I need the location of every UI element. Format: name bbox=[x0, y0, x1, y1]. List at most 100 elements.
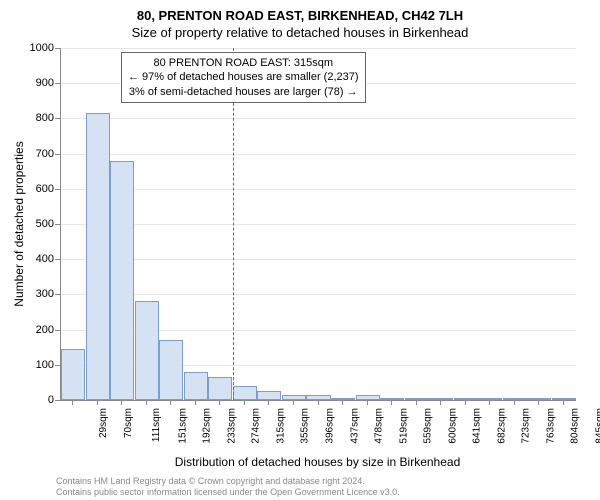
x-tick-mark bbox=[342, 400, 343, 405]
y-tick-label: 100 bbox=[14, 359, 54, 371]
x-tick-mark bbox=[268, 400, 269, 405]
histogram-bar bbox=[184, 372, 208, 400]
x-tick-mark bbox=[416, 400, 417, 405]
x-tick-label: 233sqm bbox=[226, 408, 237, 444]
y-tick-mark bbox=[55, 365, 60, 366]
x-tick-mark bbox=[440, 400, 441, 405]
x-tick-label: 396sqm bbox=[325, 408, 336, 444]
x-tick-label: 70sqm bbox=[123, 408, 134, 438]
y-tick-mark bbox=[55, 189, 60, 190]
y-tick-mark bbox=[55, 259, 60, 260]
x-tick-mark bbox=[563, 400, 564, 405]
x-tick-label: 641sqm bbox=[472, 408, 483, 444]
x-tick-label: 559sqm bbox=[423, 408, 434, 444]
histogram-bar bbox=[429, 398, 453, 400]
x-tick-label: 763sqm bbox=[545, 408, 556, 444]
gridline-h bbox=[61, 48, 576, 49]
histogram-bar bbox=[257, 391, 281, 400]
y-tick-mark bbox=[55, 224, 60, 225]
chart-title-sub: Size of property relative to detached ho… bbox=[0, 23, 600, 40]
histogram-bar bbox=[110, 161, 134, 400]
histogram-bar bbox=[61, 349, 85, 400]
y-tick-label: 1000 bbox=[14, 42, 54, 54]
y-tick-label: 200 bbox=[14, 324, 54, 336]
x-tick-mark bbox=[293, 400, 294, 405]
footer-line2: Contains public sector information licen… bbox=[56, 487, 400, 498]
gridline-h bbox=[61, 294, 576, 295]
histogram-bar bbox=[233, 386, 257, 400]
x-tick-mark bbox=[244, 400, 245, 405]
histogram-bar bbox=[208, 377, 232, 400]
footer-attribution: Contains HM Land Registry data © Crown c… bbox=[56, 476, 400, 498]
histogram-bar bbox=[380, 398, 404, 400]
x-tick-mark bbox=[538, 400, 539, 405]
y-tick-label: 600 bbox=[14, 183, 54, 195]
x-tick-mark bbox=[219, 400, 220, 405]
y-tick-label: 400 bbox=[14, 253, 54, 265]
gridline-h bbox=[61, 224, 576, 225]
chart-container: 80, PRENTON ROAD EAST, BIRKENHEAD, CH42 … bbox=[0, 0, 600, 500]
x-tick-mark bbox=[489, 400, 490, 405]
x-tick-mark bbox=[170, 400, 171, 405]
gridline-h bbox=[61, 259, 576, 260]
x-tick-mark bbox=[72, 400, 73, 405]
x-tick-mark bbox=[391, 400, 392, 405]
y-tick-mark bbox=[55, 294, 60, 295]
x-tick-label: 192sqm bbox=[202, 408, 213, 444]
y-tick-mark bbox=[55, 118, 60, 119]
x-tick-label: 845sqm bbox=[594, 408, 600, 444]
x-tick-mark bbox=[121, 400, 122, 405]
histogram-bar bbox=[282, 395, 306, 400]
x-tick-label: 111sqm bbox=[151, 408, 162, 442]
x-tick-label: 355sqm bbox=[300, 408, 311, 444]
x-tick-label: 600sqm bbox=[447, 408, 458, 444]
y-tick-label: 800 bbox=[14, 112, 54, 124]
x-tick-mark bbox=[318, 400, 319, 405]
x-tick-label: 723sqm bbox=[521, 408, 532, 444]
y-tick-label: 500 bbox=[14, 218, 54, 230]
footer-line1: Contains HM Land Registry data © Crown c… bbox=[56, 476, 400, 487]
x-tick-label: 151sqm bbox=[177, 408, 188, 444]
y-tick-mark bbox=[55, 330, 60, 331]
histogram-bar bbox=[503, 398, 527, 400]
x-tick-mark bbox=[146, 400, 147, 405]
x-axis-label: Distribution of detached houses by size … bbox=[60, 455, 575, 469]
histogram-bar bbox=[135, 301, 159, 400]
y-tick-mark bbox=[55, 400, 60, 401]
x-tick-mark bbox=[514, 400, 515, 405]
gridline-h bbox=[61, 118, 576, 119]
y-tick-mark bbox=[55, 48, 60, 49]
gridline-h bbox=[61, 154, 576, 155]
plot-area: 80 PRENTON ROAD EAST: 315sqm ← 97% of de… bbox=[60, 48, 576, 401]
histogram-bar bbox=[552, 398, 576, 400]
x-tick-mark bbox=[195, 400, 196, 405]
y-tick-label: 700 bbox=[14, 148, 54, 160]
x-tick-label: 274sqm bbox=[251, 408, 262, 444]
x-tick-mark bbox=[465, 400, 466, 405]
annotation-line1: 80 PRENTON ROAD EAST: 315sqm bbox=[128, 56, 359, 70]
x-tick-label: 682sqm bbox=[496, 408, 507, 444]
x-tick-label: 478sqm bbox=[374, 408, 385, 444]
histogram-bar bbox=[331, 398, 355, 400]
histogram-bar bbox=[405, 398, 429, 400]
y-tick-mark bbox=[55, 154, 60, 155]
annotation-line2: ← 97% of detached houses are smaller (2,… bbox=[128, 70, 359, 84]
histogram-bar bbox=[454, 398, 478, 400]
x-tick-label: 315sqm bbox=[276, 408, 287, 444]
annotation-line3: 3% of semi-detached houses are larger (7… bbox=[128, 85, 359, 99]
x-tick-label: 437sqm bbox=[349, 408, 360, 444]
y-tick-label: 0 bbox=[14, 394, 54, 406]
chart-title-main: 80, PRENTON ROAD EAST, BIRKENHEAD, CH42 … bbox=[0, 0, 600, 23]
x-tick-label: 29sqm bbox=[98, 408, 109, 438]
annotation-box: 80 PRENTON ROAD EAST: 315sqm ← 97% of de… bbox=[121, 52, 366, 103]
histogram-bar bbox=[159, 340, 183, 400]
y-tick-label: 300 bbox=[14, 288, 54, 300]
y-tick-label: 900 bbox=[14, 77, 54, 89]
x-tick-label: 804sqm bbox=[570, 408, 581, 444]
histogram-bar bbox=[527, 398, 551, 400]
gridline-h bbox=[61, 189, 576, 190]
x-tick-label: 519sqm bbox=[398, 408, 409, 444]
x-tick-mark bbox=[367, 400, 368, 405]
y-tick-mark bbox=[55, 83, 60, 84]
x-tick-mark bbox=[97, 400, 98, 405]
